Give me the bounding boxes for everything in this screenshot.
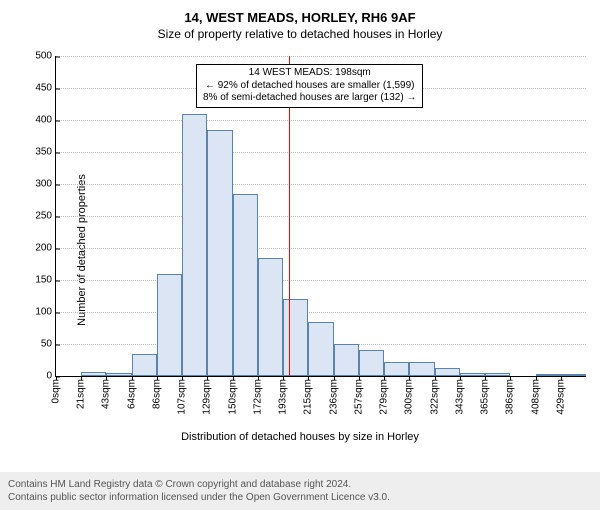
- x-tick-label: 429sqm: [555, 376, 566, 415]
- annotation-line: ← 92% of detached houses are smaller (1,…: [203, 80, 416, 93]
- gridline: [56, 184, 586, 185]
- footer-line-2: Contains public sector information licen…: [8, 491, 592, 504]
- annotation-box: 14 WEST MEADS: 198sqm← 92% of detached h…: [196, 64, 423, 108]
- histogram-bar: [384, 362, 409, 376]
- histogram-bar: [283, 299, 308, 376]
- x-axis-label: Distribution of detached houses by size …: [0, 431, 600, 443]
- chart-title: 14, WEST MEADS, HORLEY, RH6 9AF: [0, 10, 600, 25]
- plot-area: 0501001502002503003504004505000sqm21sqm4…: [55, 56, 586, 377]
- histogram-bar: [409, 362, 434, 376]
- gridline: [56, 56, 586, 57]
- x-tick-label: 257sqm: [353, 376, 364, 415]
- x-tick-label: 408sqm: [530, 376, 541, 415]
- histogram-bar: [157, 274, 182, 376]
- attribution-footer: Contains HM Land Registry data © Crown c…: [0, 472, 600, 510]
- x-tick-label: 386sqm: [505, 376, 516, 415]
- histogram-bar: [308, 322, 333, 376]
- x-tick-label: 279sqm: [379, 376, 390, 415]
- x-tick-label: 365sqm: [480, 376, 491, 415]
- annotation-line: 8% of semi-detached houses are larger (1…: [203, 92, 416, 105]
- x-tick-label: 300sqm: [404, 376, 415, 415]
- footer-line-1: Contains HM Land Registry data © Crown c…: [8, 478, 592, 491]
- x-tick-label: 172sqm: [252, 376, 263, 415]
- y-tick-label: 400: [22, 115, 56, 126]
- x-tick-label: 21sqm: [76, 376, 87, 409]
- chart-area: Number of detached properties 0501001502…: [0, 52, 600, 447]
- x-tick-label: 0sqm: [51, 376, 62, 403]
- x-tick-label: 150sqm: [227, 376, 238, 415]
- histogram-bar: [132, 354, 157, 376]
- x-tick-label: 107sqm: [177, 376, 188, 415]
- x-tick-label: 322sqm: [429, 376, 440, 415]
- annotation-line: 14 WEST MEADS: 198sqm: [203, 67, 416, 80]
- histogram-bar: [334, 344, 359, 376]
- y-tick-label: 100: [22, 307, 56, 318]
- y-tick-label: 150: [22, 275, 56, 286]
- histogram-bar: [207, 130, 232, 376]
- histogram-bar: [435, 368, 460, 376]
- y-tick-label: 500: [22, 51, 56, 62]
- histogram-bar: [182, 114, 207, 376]
- y-tick-label: 200: [22, 243, 56, 254]
- gridline: [56, 120, 586, 121]
- x-tick-label: 86sqm: [151, 376, 162, 409]
- x-tick-label: 129sqm: [202, 376, 213, 415]
- y-tick-label: 450: [22, 83, 56, 94]
- x-tick-label: 236sqm: [328, 376, 339, 415]
- y-tick-label: 250: [22, 211, 56, 222]
- gridline: [56, 216, 586, 217]
- y-tick-label: 350: [22, 147, 56, 158]
- gridline: [56, 152, 586, 153]
- x-tick-label: 43sqm: [101, 376, 112, 409]
- gridline: [56, 280, 586, 281]
- histogram-bar: [258, 258, 283, 376]
- histogram-bar: [359, 350, 384, 376]
- gridline: [56, 248, 586, 249]
- gridline: [56, 312, 586, 313]
- y-tick-label: 50: [22, 339, 56, 350]
- y-tick-label: 300: [22, 179, 56, 190]
- x-tick-label: 64sqm: [126, 376, 137, 409]
- chart-subtitle: Size of property relative to detached ho…: [0, 27, 600, 41]
- x-tick-label: 193sqm: [278, 376, 289, 415]
- x-tick-label: 343sqm: [454, 376, 465, 415]
- x-tick-label: 215sqm: [303, 376, 314, 415]
- histogram-bar: [233, 194, 258, 376]
